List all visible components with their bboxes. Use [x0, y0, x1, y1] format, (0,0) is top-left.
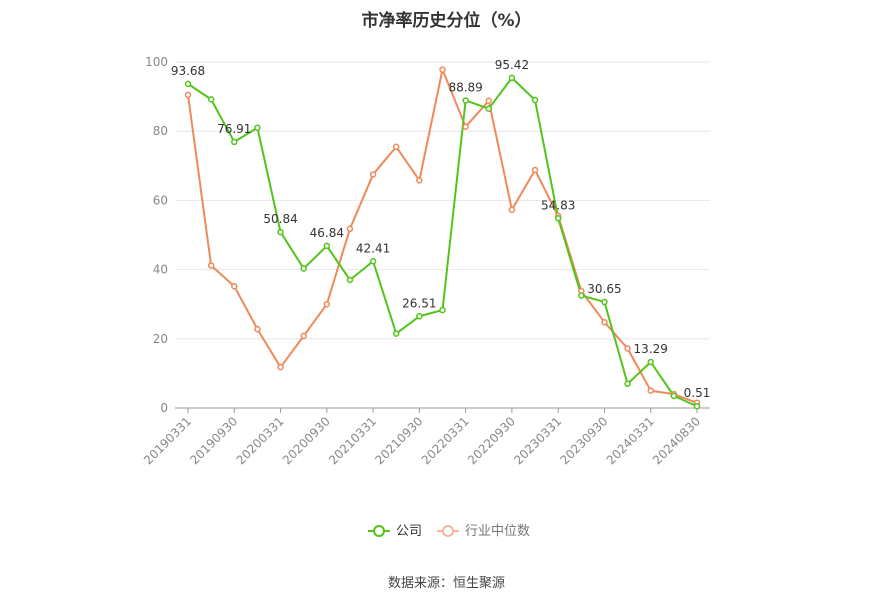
- legend-marker: [373, 525, 385, 537]
- y-tick-label: 100: [145, 55, 168, 69]
- legend-marker: [442, 525, 454, 537]
- data-point: [392, 143, 400, 151]
- data-point: [485, 97, 493, 105]
- series-points: [184, 66, 701, 410]
- data-point: [647, 387, 654, 394]
- data-point: [439, 306, 446, 314]
- data-point: [416, 313, 423, 320]
- data-point: [207, 262, 215, 269]
- data-point: [300, 332, 307, 340]
- data-point: [624, 380, 631, 388]
- x-tick-label: 20210930: [372, 414, 425, 467]
- data-label: 46.84: [310, 226, 344, 240]
- data-point: [369, 171, 377, 178]
- data-point: [462, 97, 469, 104]
- legend-label: 公司: [396, 524, 422, 539]
- legend-item-0[interactable]: 公司: [368, 524, 422, 539]
- data-point: [346, 276, 354, 284]
- data-point: [254, 325, 261, 333]
- data-point: [554, 215, 562, 222]
- data-point: [485, 105, 493, 112]
- x-tick-label: 20230331: [511, 414, 564, 467]
- data-label: 88.89: [448, 80, 482, 94]
- data-point: [277, 363, 284, 371]
- data-point: [254, 124, 261, 131]
- data-point: [346, 225, 354, 233]
- x-tick-label: 20220930: [465, 414, 518, 467]
- legend-item-1[interactable]: 行业中位数: [437, 524, 530, 539]
- data-label: 54.83: [541, 198, 575, 212]
- y-tick-label: 0: [160, 401, 168, 415]
- x-tick-label: 20230930: [557, 414, 610, 467]
- x-tick-label: 20210331: [326, 414, 379, 467]
- data-point: [531, 166, 539, 174]
- data-point: [670, 392, 678, 400]
- data-label: 42.41: [356, 241, 390, 255]
- data-point: [416, 177, 423, 184]
- y-tick-label: 80: [153, 124, 168, 138]
- data-point: [439, 66, 446, 73]
- x-tick-label: 20220331: [419, 414, 472, 467]
- data-label: 93.68: [171, 64, 205, 78]
- y-tick-label: 60: [153, 193, 168, 207]
- data-point: [578, 292, 585, 299]
- data-point: [323, 242, 331, 250]
- data-label: 0.51: [684, 386, 711, 400]
- data-point: [231, 282, 238, 290]
- y-tick-label: 40: [153, 263, 168, 277]
- data-label: 13.29: [634, 342, 668, 356]
- chart-title: 市净率历史分位（%）: [361, 11, 532, 31]
- data-point: [601, 298, 608, 306]
- legend-label: 行业中位数: [465, 524, 530, 539]
- series-line-0: [187, 76, 698, 408]
- grid-lines: [175, 61, 710, 340]
- data-point: [624, 345, 631, 352]
- legend: 公司 行业中位数: [368, 524, 530, 539]
- data-point: [207, 96, 215, 103]
- x-tick-label: 20190331: [141, 414, 194, 467]
- data-source: 数据来源：恒生聚源: [387, 576, 505, 591]
- data-point: [323, 300, 331, 308]
- data-point: [184, 91, 192, 99]
- data-label: 76.91: [217, 122, 251, 136]
- data-point: [508, 74, 516, 82]
- data-point: [184, 80, 192, 88]
- data-point: [300, 265, 307, 272]
- data-labels: 93.68 76.91 50.84 46.84 42.41 26.51 88.89 95.42…: [171, 58, 711, 400]
- x-tick-label: 20240830: [650, 414, 703, 467]
- data-label: 26.51: [402, 296, 436, 310]
- x-tick-label: 20200930: [280, 414, 333, 467]
- data-point: [462, 123, 469, 130]
- data-point: [277, 228, 284, 236]
- x-tick-label: 20240331: [604, 414, 657, 467]
- data-label: 30.65: [587, 282, 621, 296]
- data-point: [601, 318, 608, 326]
- y-axis-ticks: 0 20 40 60 80 100: [145, 55, 168, 415]
- series-lines: [187, 68, 698, 408]
- x-tick-label: 20190930: [187, 414, 240, 467]
- data-point: [508, 206, 516, 213]
- y-tick-label: 20: [153, 332, 168, 346]
- x-tick-label: 20200331: [234, 414, 287, 467]
- data-point: [531, 96, 539, 104]
- data-point: [693, 402, 701, 410]
- data-label: 95.42: [495, 58, 529, 72]
- data-point: [369, 258, 377, 265]
- x-axis: 2019033120190930202003312020093020210331…: [141, 407, 710, 467]
- data-point: [647, 358, 654, 366]
- data-label: 50.84: [263, 212, 297, 226]
- data-point: [231, 138, 238, 146]
- series-line-1: [187, 68, 698, 404]
- data-point: [392, 330, 400, 337]
